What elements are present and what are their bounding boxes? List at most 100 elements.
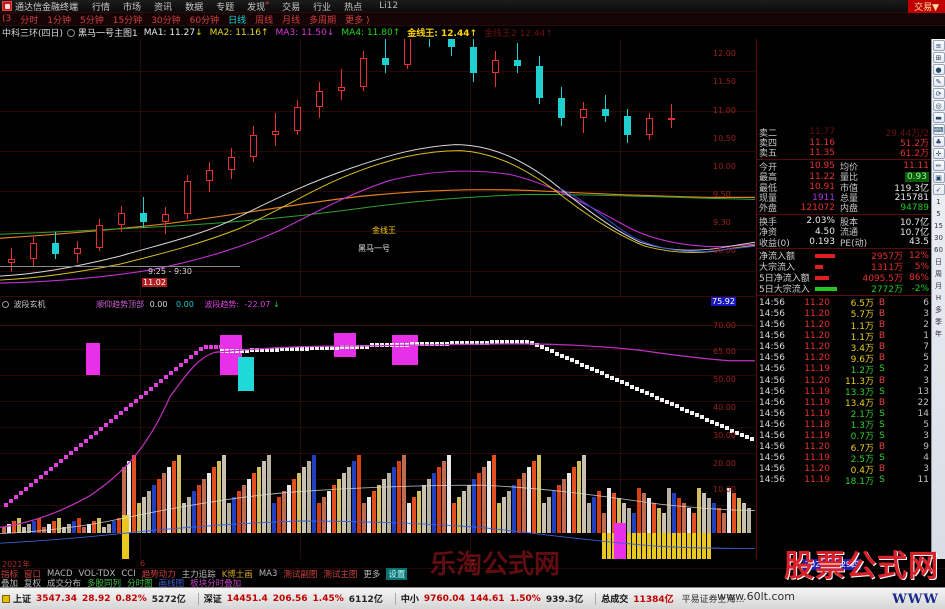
menu-item-zhuanti[interactable]: 专题 bbox=[216, 2, 235, 13]
staircase-step bbox=[470, 341, 474, 345]
crosshair-horizontal[interactable] bbox=[0, 266, 240, 267]
save-icon[interactable]: ▣ bbox=[932, 172, 945, 183]
gear-icon[interactable] bbox=[2, 301, 9, 308]
gear-icon[interactable] bbox=[67, 28, 76, 37]
stamp-icon[interactable]: ♣ bbox=[932, 136, 945, 147]
menu-item-zixun[interactable]: 资讯 bbox=[154, 2, 173, 13]
period-item-60min[interactable]: 60分钟 bbox=[189, 15, 220, 26]
staircase-step bbox=[465, 341, 469, 345]
period-item-15min[interactable]: 15分钟 bbox=[112, 15, 143, 26]
histogram-bar bbox=[47, 524, 51, 533]
toolbar-period-30[interactable]: 30 bbox=[934, 234, 943, 242]
staircase-step bbox=[260, 348, 264, 352]
tick-list[interactable]: 14:56 11.20 6.5万 B 6 14:56 11.20 5.7万 B 3 14:56 11.… bbox=[757, 297, 931, 487]
toolbar-period-1[interactable]: 1 bbox=[936, 198, 941, 206]
index-name-szse[interactable]: 深证 bbox=[203, 595, 222, 605]
indicator-tab2-复权[interactable]: 复权 bbox=[24, 578, 42, 589]
indicator-tab-K博士画[interactable]: K博士画 bbox=[221, 569, 253, 580]
indicator-tab-窗口[interactable]: 窗口 bbox=[24, 569, 42, 580]
highlight-bar bbox=[637, 533, 641, 559]
list-icon[interactable]: ≡ bbox=[932, 40, 945, 51]
toolbar-period-5[interactable]: 5 bbox=[936, 210, 941, 218]
indicator-tab-VOL-TDX[interactable]: VOL-TDX bbox=[78, 568, 116, 579]
period-item-multi[interactable]: 多周期 bbox=[309, 15, 337, 26]
candle bbox=[426, 39, 433, 47]
indicator-tab2-分时图[interactable]: 分时图 bbox=[127, 578, 153, 589]
check-icon[interactable]: ✓ bbox=[932, 184, 945, 195]
keyboard-icon[interactable]: ⌨ bbox=[932, 124, 945, 135]
toolbar-period-15[interactable]: 15 bbox=[934, 222, 943, 230]
menu-item-hangqing[interactable]: 行情 bbox=[92, 2, 111, 13]
histogram-bar bbox=[317, 503, 321, 533]
menu-item-hangye[interactable]: 行业 bbox=[313, 2, 332, 13]
period-item-more[interactable]: 更多 ) bbox=[345, 15, 370, 26]
histogram-bar bbox=[247, 479, 251, 533]
toolbar-period-H[interactable]: H bbox=[935, 294, 942, 302]
period-item-0[interactable]: (3 bbox=[2, 14, 12, 24]
menu-item-redian[interactable]: 热点 bbox=[344, 2, 363, 13]
indicator-tab2-板块分时叠加[interactable]: 板块分时叠加 bbox=[190, 578, 242, 589]
stat-row-curvol: 现量 1911 总量 215781 bbox=[759, 192, 929, 205]
toolbar-period-日[interactable]: 日 bbox=[935, 258, 942, 266]
toolbar-period-季[interactable]: 季 bbox=[935, 318, 942, 326]
minus-icon[interactable]: ▬ bbox=[932, 112, 945, 123]
period-item-weekly[interactable]: 周线 bbox=[255, 15, 274, 26]
refresh-icon[interactable]: ⟳ bbox=[932, 88, 945, 99]
indicator-tab-MA3[interactable]: MA3 bbox=[258, 568, 278, 579]
highlight-bar bbox=[672, 533, 676, 559]
toolbar-period-60[interactable]: 60 bbox=[934, 246, 943, 254]
indicator-tab-趋势动力[interactable]: 趋势动力 bbox=[141, 569, 176, 580]
tick-volume: 11.3万 bbox=[844, 377, 874, 387]
menu-item-shuju[interactable]: 数据 bbox=[185, 2, 204, 13]
index-name-sse[interactable]: 上证 bbox=[13, 595, 32, 605]
period-item-monthly[interactable]: 月线 bbox=[282, 15, 301, 26]
toolbar-period-周[interactable]: 周 bbox=[935, 270, 942, 278]
indicator-tab-测试副图[interactable]: 测试副图 bbox=[283, 569, 318, 580]
indicator-tab-设置[interactable]: 设置 bbox=[386, 567, 408, 580]
menu-item-faxian[interactable]: 发现 bbox=[247, 0, 269, 13]
record-icon[interactable]: ● bbox=[932, 64, 945, 75]
index-name-sme[interactable]: 中小 bbox=[400, 595, 419, 605]
indicator-tab2-成交分布[interactable]: 成交分布 bbox=[47, 578, 82, 589]
globe-icon[interactable]: ◎ bbox=[932, 100, 945, 111]
move-icon[interactable]: ✛ bbox=[932, 148, 945, 159]
indicator-tab2-画线图[interactable]: 画线图 bbox=[158, 578, 185, 589]
candle bbox=[382, 39, 389, 74]
indicator-tab-指标[interactable]: 指标 bbox=[1, 569, 19, 580]
staircase-step bbox=[545, 347, 549, 351]
indicator-tab-主力追踪[interactable]: 主力追踪 bbox=[181, 569, 216, 580]
indicator-tab-MACD[interactable]: MACD bbox=[47, 568, 73, 579]
histogram-bar bbox=[487, 461, 491, 533]
indicator-tab-CCI[interactable]: CCI bbox=[121, 568, 136, 579]
tick-flag: S bbox=[879, 419, 885, 430]
toolbar-period-年[interactable]: 年 bbox=[935, 330, 942, 338]
histogram-bar bbox=[387, 473, 391, 533]
period-item-daily[interactable]: 日线 bbox=[228, 15, 247, 26]
subchart-boduanxuanji[interactable]: 波段玄机 顺仰趋势顶部 0.00 0.00 波段趋势: -22.07 ↓ bbox=[0, 298, 755, 326]
period-item-fenshi[interactable]: 分时 bbox=[20, 15, 39, 26]
subchart-mainforce[interactable] bbox=[0, 327, 755, 559]
indicator-tab2-叠加[interactable]: 叠加 bbox=[1, 578, 19, 589]
indicator-tab-更多[interactable]: 更多 bbox=[363, 569, 381, 580]
toolbar-period-多[interactable]: 多 bbox=[935, 306, 942, 314]
period-item-5min[interactable]: 5分钟 bbox=[80, 15, 104, 26]
pencil-icon[interactable]: ✏ bbox=[932, 160, 945, 171]
histogram-bar bbox=[237, 491, 241, 533]
tick-time: 14:56 bbox=[759, 442, 785, 453]
gridline bbox=[0, 191, 755, 192]
toolbar-period-月[interactable]: 月 bbox=[935, 282, 942, 290]
menu-item-jiaoyi[interactable]: 交易 bbox=[282, 2, 301, 13]
tick-flag: S bbox=[879, 475, 885, 486]
menu-item-shichang[interactable]: 市场 bbox=[123, 2, 142, 13]
indicator-tab-测试主图[interactable]: 测试主图 bbox=[323, 569, 358, 580]
histogram-bar bbox=[232, 497, 236, 533]
staircase-step bbox=[49, 467, 53, 471]
main-kline-chart[interactable]: 金线王 黑马一号 9:25 - 9:30 9:25 - 9:30 11.02 bbox=[0, 39, 755, 297]
trade-button[interactable]: 交易▼ bbox=[908, 0, 945, 13]
indicator-tab2-多股同列[interactable]: 多股同列 bbox=[87, 578, 122, 589]
note-icon[interactable]: ✎ bbox=[932, 76, 945, 87]
period-item-1min[interactable]: 1分钟 bbox=[47, 15, 71, 26]
grid-icon[interactable]: ⊞ bbox=[932, 52, 945, 63]
histogram-bar bbox=[722, 513, 726, 533]
period-item-30min[interactable]: 30分钟 bbox=[151, 15, 181, 26]
